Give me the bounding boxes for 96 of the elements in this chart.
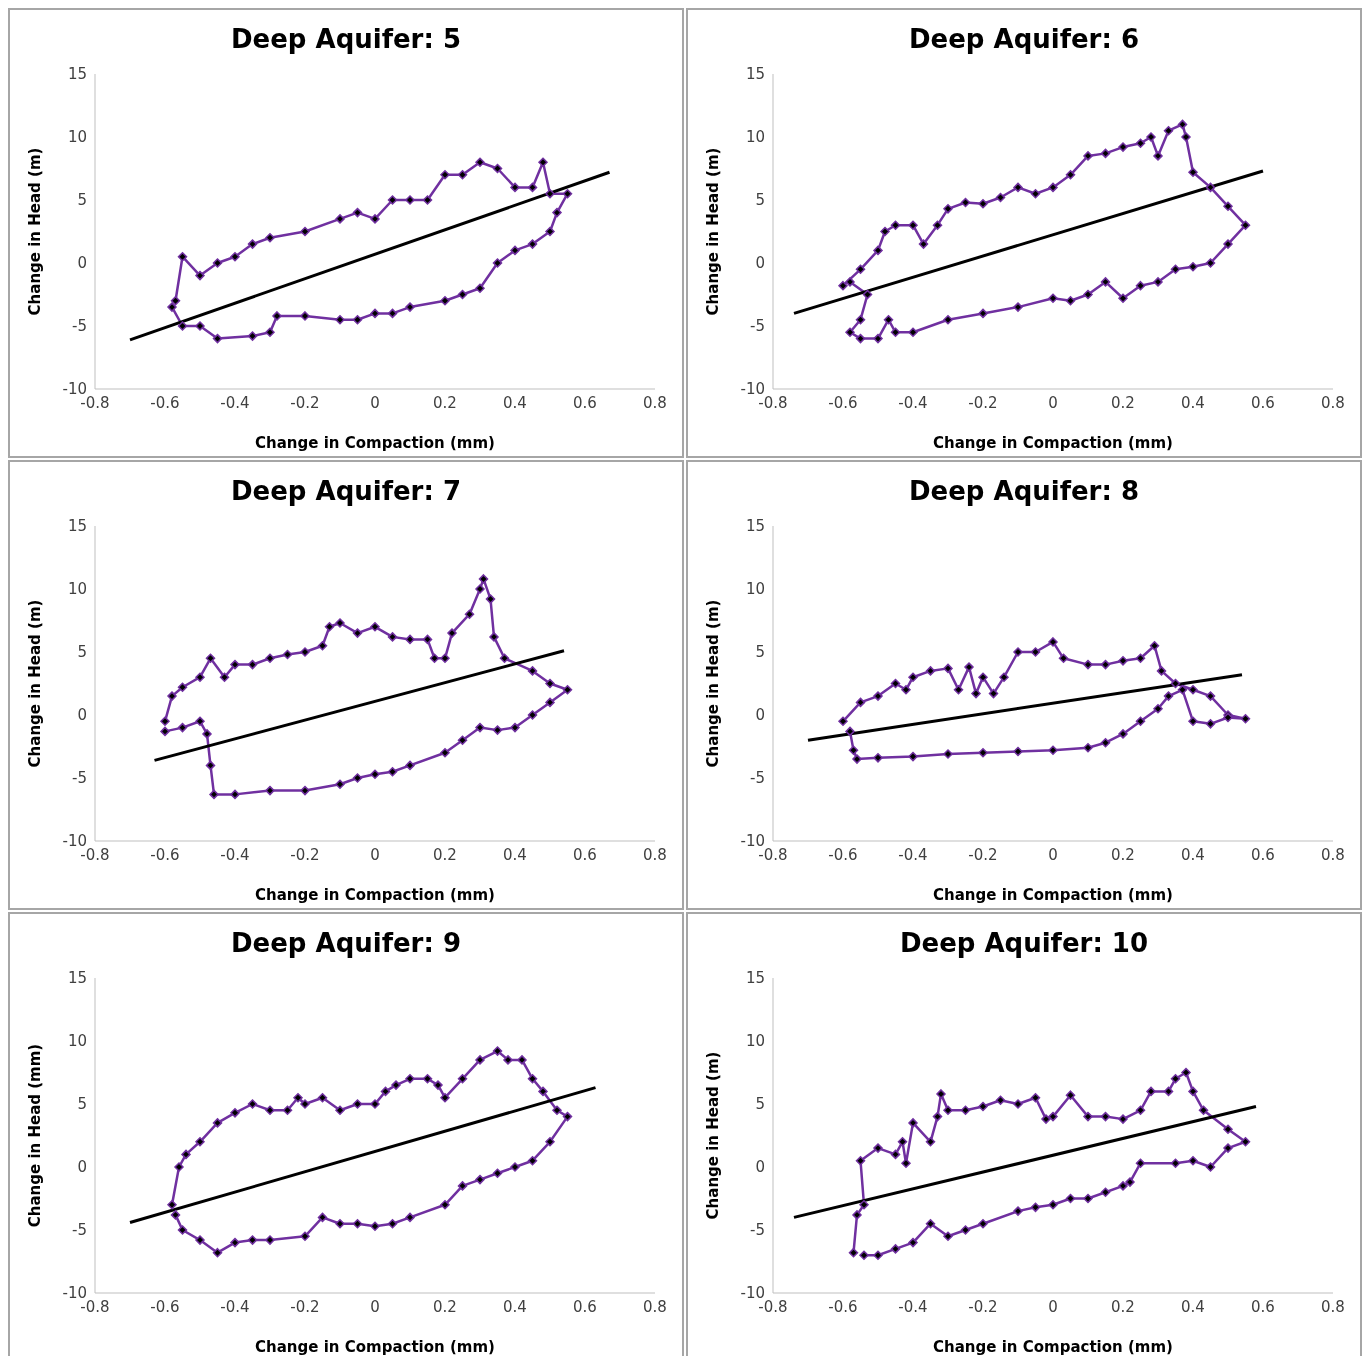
x-tick-label: -0.4 <box>220 845 250 864</box>
y-tick-label: 0 <box>755 254 765 273</box>
x-tick-label: 0.2 <box>1111 393 1135 412</box>
x-tick-label: 0.6 <box>1251 1297 1275 1316</box>
y-tick-label: 0 <box>755 706 765 725</box>
y-tick-label: 10 <box>745 1032 765 1051</box>
x-axis-title: Change in Compaction (mm) <box>255 885 495 904</box>
y-tick-label: 15 <box>67 65 87 84</box>
x-tick-label: 0.6 <box>573 845 597 864</box>
x-tick-label: -0.2 <box>968 1297 998 1316</box>
x-tick-label: 0.6 <box>1251 393 1275 412</box>
x-tick-label: 0.4 <box>1181 1297 1205 1316</box>
x-tick-label: -0.6 <box>150 393 180 412</box>
x-tick-label: -0.6 <box>828 845 858 864</box>
chart-title: Deep Aquifer: 7 <box>230 475 462 508</box>
x-tick-label: -0.2 <box>290 845 320 864</box>
x-tick-label: -0.6 <box>150 845 180 864</box>
y-tick-label: -5 <box>72 1221 87 1240</box>
x-tick-label: 0.8 <box>1321 845 1345 864</box>
y-tick-label: 0 <box>77 706 87 725</box>
y-tick-label: 15 <box>67 969 87 988</box>
x-tick-label: -0.2 <box>290 393 320 412</box>
chart-title: Deep Aquifer: 10 <box>898 927 1150 960</box>
x-tick-label: -0.4 <box>220 1297 250 1316</box>
x-tick-label: 0 <box>370 1297 380 1316</box>
y-tick-label: 0 <box>755 1158 765 1177</box>
x-tick-label: 0.8 <box>643 1297 667 1316</box>
y-tick-label: 10 <box>67 128 87 147</box>
y-tick-label: 5 <box>755 643 765 662</box>
x-tick-label: 0.4 <box>503 393 527 412</box>
x-tick-label: 0 <box>1048 1297 1058 1316</box>
y-axis-title: Change in Head (m) <box>704 1051 723 1220</box>
y-tick-label: 5 <box>77 191 87 210</box>
x-axis-title: Change in Compaction (mm) <box>933 885 1173 904</box>
y-tick-label: 10 <box>745 580 765 599</box>
chart-title: Deep Aquifer: 8 <box>908 475 1140 508</box>
x-tick-label: 0.4 <box>1181 393 1205 412</box>
y-tick-label: 5 <box>755 1095 765 1114</box>
y-tick-label: 15 <box>67 517 87 536</box>
x-tick-label: 0.6 <box>1251 845 1275 864</box>
y-axis-title: Change in Head (m) <box>704 147 723 316</box>
x-tick-label: 0.6 <box>573 393 597 412</box>
y-tick-label: 5 <box>77 1095 87 1114</box>
x-tick-label: -0.2 <box>968 845 998 864</box>
y-tick-label: -5 <box>750 1221 765 1240</box>
y-tick-label: 0 <box>77 1158 87 1177</box>
x-tick-label: 0.4 <box>503 845 527 864</box>
x-tick-label: -0.4 <box>898 1297 928 1316</box>
chart-title: Deep Aquifer: 6 <box>908 23 1140 56</box>
y-tick-label: 5 <box>755 191 765 210</box>
x-tick-label: -0.4 <box>220 393 250 412</box>
x-tick-label: -0.4 <box>898 845 928 864</box>
x-tick-label: 0.8 <box>643 845 667 864</box>
y-tick-label: -5 <box>750 317 765 336</box>
x-tick-label: 0 <box>370 845 380 864</box>
y-tick-label: -5 <box>72 317 87 336</box>
x-tick-label: 0.4 <box>503 1297 527 1316</box>
x-tick-label: -0.6 <box>828 1297 858 1316</box>
y-tick-label: -5 <box>750 769 765 788</box>
x-tick-label: 0.2 <box>433 845 457 864</box>
x-tick-label: 0.2 <box>433 393 457 412</box>
y-tick-label: -5 <box>72 769 87 788</box>
x-tick-label: 0 <box>370 393 380 412</box>
y-axis-title: Change in Head (m) <box>704 599 723 768</box>
y-tick-label: 5 <box>77 643 87 662</box>
y-tick-label: 10 <box>67 580 87 599</box>
x-axis-title: Change in Compaction (mm) <box>255 433 495 452</box>
x-tick-label: -0.6 <box>828 393 858 412</box>
x-axis-title: Change in Compaction (mm) <box>255 1337 495 1356</box>
y-tick-label: 10 <box>745 128 765 147</box>
y-tick-label: 10 <box>67 1032 87 1051</box>
y-tick-label: 0 <box>77 254 87 273</box>
y-tick-label: 15 <box>745 969 765 988</box>
chart-title: Deep Aquifer: 5 <box>230 23 462 56</box>
y-axis-title: Change in Head (m) <box>26 147 45 316</box>
x-tick-label: 0.4 <box>1181 845 1205 864</box>
x-tick-label: 0 <box>1048 845 1058 864</box>
x-tick-label: 0 <box>1048 393 1058 412</box>
x-tick-label: 0.8 <box>643 393 667 412</box>
x-tick-label: 0.2 <box>1111 1297 1135 1316</box>
y-axis-title: Change in Head (m) <box>26 599 45 768</box>
x-tick-label: -0.2 <box>968 393 998 412</box>
y-axis-title: Change in Head (mm) <box>26 1043 45 1228</box>
y-tick-label: 15 <box>745 65 765 84</box>
x-tick-label: -0.2 <box>290 1297 320 1316</box>
x-axis-title: Change in Compaction (mm) <box>933 1337 1173 1356</box>
y-tick-label: 15 <box>745 517 765 536</box>
x-tick-label: 0.6 <box>573 1297 597 1316</box>
x-tick-label: 0.2 <box>433 1297 457 1316</box>
x-axis-title: Change in Compaction (mm) <box>933 433 1173 452</box>
x-tick-label: 0.2 <box>1111 845 1135 864</box>
x-tick-label: -0.6 <box>150 1297 180 1316</box>
x-tick-label: 0.8 <box>1321 393 1345 412</box>
x-tick-label: -0.4 <box>898 393 928 412</box>
chart-title: Deep Aquifer: 9 <box>230 927 462 960</box>
x-tick-label: 0.8 <box>1321 1297 1345 1316</box>
